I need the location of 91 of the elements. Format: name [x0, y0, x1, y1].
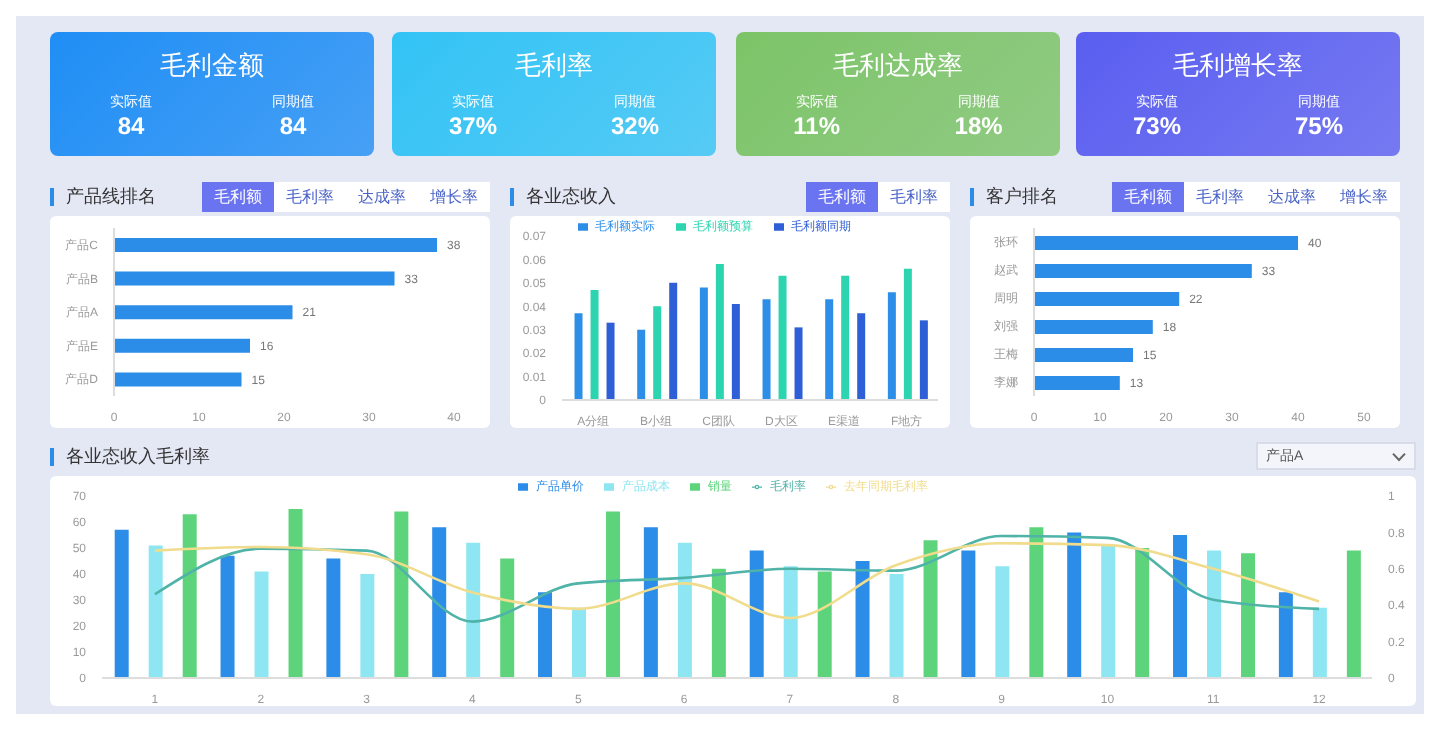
- chart-title: 各业态收入: [526, 183, 618, 209]
- bar: [669, 282, 678, 400]
- bar: [637, 329, 646, 400]
- text: 毛利率: [274, 181, 346, 211]
- bar: [572, 607, 587, 678]
- bar: [466, 542, 481, 678]
- bar: [1346, 550, 1361, 678]
- text: 75%: [1294, 112, 1344, 140]
- bar: [1034, 348, 1133, 362]
- text: 毛利达成率: [831, 48, 965, 84]
- bar: [1034, 292, 1180, 306]
- bar: [114, 338, 250, 353]
- text: 32%: [610, 112, 660, 140]
- chart-title: 各业态收入毛利率: [66, 443, 212, 469]
- bar: [500, 558, 515, 678]
- text: 84: [277, 112, 309, 140]
- bar: [653, 306, 662, 400]
- bar: [749, 550, 764, 678]
- bar: [432, 527, 447, 678]
- bar: [574, 313, 583, 400]
- bar: [919, 320, 928, 400]
- text: 达成率: [1256, 181, 1328, 211]
- text: 84: [115, 112, 147, 140]
- chart-title: 产品线排名: [66, 183, 158, 209]
- text: 增长率: [418, 181, 490, 211]
- bar: [1173, 535, 1188, 678]
- chart-title: 客户排名: [986, 183, 1060, 209]
- bar: [794, 327, 803, 400]
- bar: [1067, 532, 1082, 678]
- bar: [825, 299, 834, 400]
- bar: [394, 511, 409, 678]
- text: 毛利率: [513, 48, 595, 84]
- text: 18%: [954, 112, 1003, 140]
- bar: [817, 571, 832, 678]
- bar: [114, 372, 242, 387]
- bar: [538, 592, 553, 678]
- bar: [148, 545, 163, 678]
- bar: [288, 509, 303, 678]
- bar: [1207, 550, 1222, 678]
- bar: [1101, 545, 1116, 678]
- bar: [360, 574, 375, 678]
- text: 毛利金额: [158, 48, 266, 84]
- bar: [606, 322, 615, 400]
- bar: [923, 540, 938, 678]
- bar: [606, 511, 621, 678]
- bar: [114, 271, 395, 286]
- text: 毛利率: [878, 181, 950, 211]
- bar: [715, 264, 724, 400]
- bar: [326, 558, 341, 678]
- text: 达成率: [346, 181, 418, 211]
- bar: [1034, 264, 1252, 278]
- text: 毛利额: [202, 181, 274, 211]
- bar: [677, 542, 692, 678]
- bar: [1034, 376, 1120, 390]
- bar: [889, 574, 904, 678]
- bar: [254, 571, 269, 678]
- bar: [1029, 527, 1044, 678]
- text: 毛利增长率: [1171, 48, 1305, 84]
- bar: [220, 555, 235, 678]
- bar: [114, 238, 437, 252]
- bar: [855, 561, 870, 678]
- text: 73%: [1132, 112, 1182, 140]
- bar: [711, 568, 726, 678]
- bar: [1135, 548, 1150, 678]
- bar: [731, 303, 740, 400]
- bar: [995, 566, 1010, 678]
- bar: [887, 292, 896, 400]
- bar: [961, 550, 976, 678]
- bar: [783, 566, 798, 678]
- bar: [590, 289, 599, 400]
- text: 增长率: [1328, 181, 1400, 211]
- bar: [643, 527, 658, 678]
- bar: [699, 287, 708, 400]
- bar: [841, 275, 850, 400]
- bar: [182, 514, 197, 678]
- text: 毛利额: [1112, 181, 1184, 211]
- bar: [762, 299, 771, 400]
- text: 37%: [448, 112, 498, 140]
- bar: [857, 313, 866, 400]
- text: 毛利额: [806, 181, 878, 211]
- bar: [1278, 592, 1293, 678]
- bar: [114, 529, 129, 678]
- text: 11%: [793, 112, 840, 140]
- bar: [1034, 236, 1298, 250]
- bar: [1034, 320, 1153, 334]
- bar: [1312, 607, 1327, 678]
- bar: [1241, 553, 1256, 678]
- text: 毛利率: [1184, 181, 1256, 211]
- bar: [114, 305, 293, 320]
- bar: [903, 268, 912, 400]
- bar: [778, 275, 787, 400]
